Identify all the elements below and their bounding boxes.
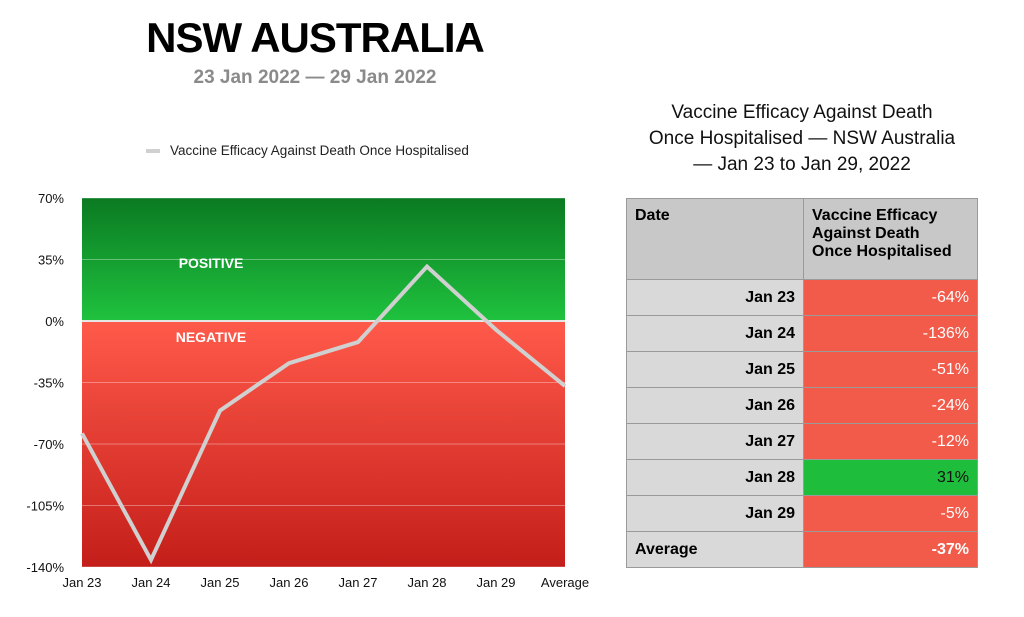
chart-legend: Vaccine Efficacy Against Death Once Hosp… <box>146 143 469 158</box>
data-point <box>150 559 152 561</box>
y-tick-label: -70% <box>34 437 65 452</box>
data-point <box>219 410 221 412</box>
x-tick-label: Jan 25 <box>200 575 239 590</box>
data-point <box>495 329 497 331</box>
x-tick-label: Jan 27 <box>338 575 377 590</box>
efficacy-value-cell: -37% <box>803 531 978 568</box>
date-range-subtitle: 23 Jan 2022 — 29 Jan 2022 <box>193 67 437 88</box>
header-date: Date <box>626 198 804 280</box>
header-efficacy-line-2: Against Death <box>812 225 920 242</box>
date-cell: Jan 28 <box>626 459 804 496</box>
y-tick-label: -35% <box>34 376 65 391</box>
date-cell: Average <box>626 531 804 568</box>
y-tick-label: -140% <box>26 560 64 575</box>
x-tick-label: Jan 29 <box>476 575 515 590</box>
efficacy-value-cell: -5% <box>803 495 978 532</box>
data-point <box>357 341 359 343</box>
data-point <box>81 432 83 434</box>
x-tick-label: Average <box>541 575 589 590</box>
table-row: Jan 28 31% <box>626 459 978 496</box>
x-tick-label: Jan 28 <box>407 575 446 590</box>
table-title: Vaccine Efficacy Against Death Once Hosp… <box>610 100 994 178</box>
y-tick-label: -105% <box>26 499 64 514</box>
x-tick-label: Jan 23 <box>62 575 101 590</box>
x-tick-label: Jan 26 <box>269 575 308 590</box>
date-cell: Jan 25 <box>626 351 804 388</box>
y-tick-label: 0% <box>45 314 64 329</box>
efficacy-table: Date Vaccine Efficacy Against Death Once… <box>626 198 978 568</box>
x-tick-label: Jan 24 <box>131 575 170 590</box>
y-tick-label: 70% <box>38 191 64 206</box>
data-point <box>426 266 428 268</box>
date-cell: Jan 29 <box>626 495 804 532</box>
table-header-row: Date Vaccine Efficacy Against Death Once… <box>626 198 978 280</box>
table-row: Jan 25 -51% <box>626 351 978 388</box>
legend-line-swatch <box>146 148 160 153</box>
page-title: NSW AUSTRALIA <box>146 14 485 61</box>
y-tick-label: 35% <box>38 253 64 268</box>
date-cell: Jan 23 <box>626 279 804 316</box>
negative-region <box>82 321 565 567</box>
table-row: Jan 23 -64% <box>626 279 978 316</box>
table-row: Jan 24 -136% <box>626 315 978 352</box>
efficacy-value-cell: 31% <box>803 459 978 496</box>
table-title-line-2: Once Hospitalised — NSW Australia <box>648 128 956 149</box>
data-point <box>564 385 566 387</box>
header-efficacy-line-3: Once Hospitalised <box>812 243 952 260</box>
negative-label: NEGATIVE <box>176 329 247 345</box>
efficacy-value-cell: -12% <box>803 423 978 460</box>
efficacy-value-cell: -64% <box>803 279 978 316</box>
header-efficacy-line-1: Vaccine Efficacy <box>812 207 938 224</box>
date-cell: Jan 24 <box>626 315 804 352</box>
positive-region <box>82 198 565 321</box>
table-row: Jan 27 -12% <box>626 423 978 460</box>
date-cell: Jan 27 <box>626 423 804 460</box>
positive-label: POSITIVE <box>179 255 244 271</box>
header-efficacy: Vaccine Efficacy Against Death Once Hosp… <box>803 198 978 280</box>
line-chart: POSITIVE NEGATIVE 70% 35% 0% -35% -70% -105% -1… <box>26 191 589 590</box>
table-row-average: Average -37% <box>626 531 978 568</box>
efficacy-value-cell: -136% <box>803 315 978 352</box>
data-point <box>288 362 290 364</box>
efficacy-value-cell: -24% <box>803 387 978 424</box>
table-title-line-3: — Jan 23 to Jan 29, 2022 <box>693 154 911 175</box>
series-line-efficacy <box>80 263 567 565</box>
table-row: Jan 29 -5% <box>626 495 978 532</box>
legend-label: Vaccine Efficacy Against Death Once Hosp… <box>170 143 469 158</box>
table-row: Jan 26 -24% <box>626 387 978 424</box>
date-cell: Jan 26 <box>626 387 804 424</box>
efficacy-value-cell: -51% <box>803 351 978 388</box>
table-title-line-1: Vaccine Efficacy Against Death <box>671 102 933 123</box>
